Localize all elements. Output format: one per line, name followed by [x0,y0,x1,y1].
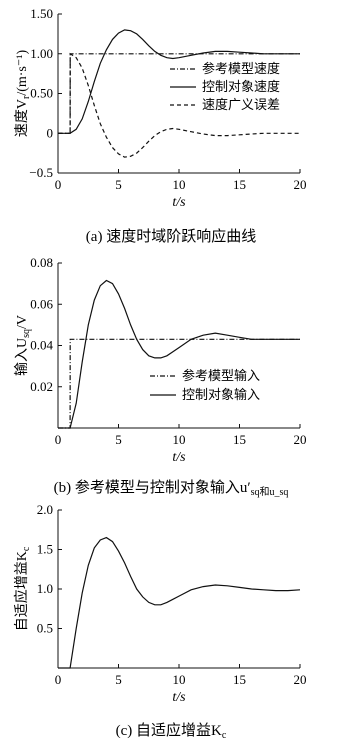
x-tick-label: 20 [294,177,307,192]
x-tick-label: 15 [233,432,246,447]
x-axis-label: t/s [172,195,186,210]
x-tick-label: 5 [115,672,122,687]
chart-caption: (b) 参考模型与控制对象输入u′sq和u_sq [54,479,289,498]
y-tick-label: 0.02 [30,379,53,394]
y-tick-label: 0 [47,125,54,140]
y-tick-label: 0.5 [37,621,53,636]
y-tick-label: 1.0 [37,581,53,596]
chart-caption: (a) 速度时域阶跃响应曲线 [86,227,256,245]
chart-caption: (c) 自适应增益Kc [116,721,227,741]
series-line-3 [58,52,300,158]
y-axis-label: 输入Usq/V [14,315,32,376]
chart-3: 0 5 10 15 20 0.5 1.0 1.5 2.0 t/s 自适应增益Kc (c) 自适应增益K… [13,502,307,741]
x-tick-label: 0 [55,672,62,687]
x-tick-label: 0 [55,177,62,192]
y-tick-label: 2.0 [37,502,53,517]
x-tick-label: 10 [173,432,186,447]
legend-label: 速度广义误差 [202,97,280,112]
chart-1: 0 5 10 15 20−0.500.501.001.50t/s速度Vr/(m·s⁻¹)… [14,6,307,245]
x-axis-label: t/s [172,690,186,705]
series-line-2 [58,279,300,429]
x-tick-label: 10 [173,177,186,192]
x-axis-label: t/s [172,450,186,465]
y-axis-label: 速度Vr/(m·s⁻¹) [14,50,32,138]
x-tick-label: 20 [294,432,307,447]
legend-label: 参考模型输入 [182,368,260,383]
y-axis-label: 自适应增益Kc [13,546,32,631]
series-line-2 [58,29,300,134]
legend-label: 控制对象速度 [202,79,280,94]
x-tick-label: 20 [294,672,307,687]
x-tick-label: 15 [233,672,246,687]
y-tick-label: 0.06 [30,296,53,311]
y-tick-label: 1.50 [30,6,53,21]
y-tick-label: −0.5 [29,165,53,180]
y-tick-label: 0.08 [30,255,53,270]
x-tick-label: 0 [55,432,62,447]
y-tick-label: 0.50 [30,86,53,101]
series-line-1 [58,536,301,669]
series-line-1 [58,338,300,429]
x-tick-label: 10 [173,672,186,687]
legend-label: 参考模型速度 [202,61,280,76]
x-tick-label: 15 [233,177,246,192]
y-tick-label: 0.04 [30,338,53,353]
y-tick-label: 1.00 [30,46,53,61]
x-tick-label: 5 [115,177,122,192]
legend-label: 控制对象输入 [182,387,260,402]
y-tick-label: 1.5 [37,542,53,557]
chart-2: 0 5 10 15 20 0.02 0.04 0.06 0.08 t/s 输入Usq/V 参考模型输入… [14,255,307,498]
x-tick-label: 5 [115,432,122,447]
